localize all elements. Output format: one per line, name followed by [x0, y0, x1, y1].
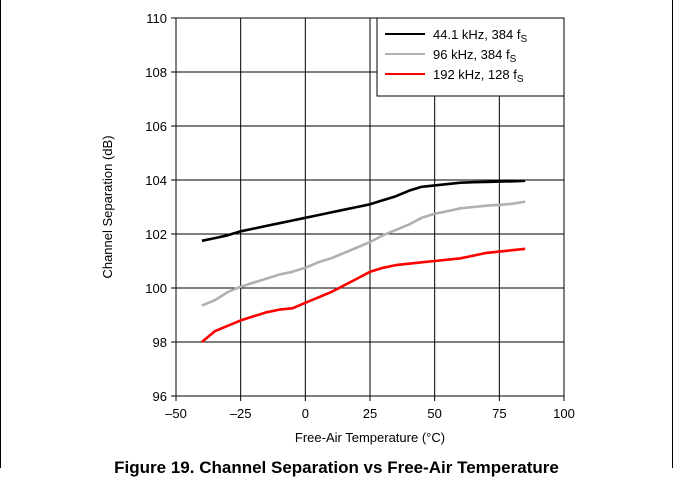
series-layer [201, 179, 526, 343]
y-tick-label: 108 [145, 65, 167, 80]
x-tick-label: 0 [302, 406, 309, 421]
legend-entry-label: 96 kHz, 384 fS [433, 47, 517, 65]
y-tick-label: 96 [153, 389, 167, 404]
x-tick-label: 100 [553, 406, 575, 421]
axis-ticks: –50 –25 0 25 50 75 100 96 98 100 102 104 106 108 110 [145, 11, 575, 421]
legend: 44.1 kHz, 384 fS 96 kHz, 384 fS 192 kHz, 1… [376, 17, 565, 97]
y-tick-label: 98 [153, 335, 167, 350]
y-axis-label: Channel Separation (dB) [100, 135, 115, 278]
x-tick-label: –25 [230, 406, 252, 421]
x-tick-label: 50 [427, 406, 441, 421]
y-tick-label: 110 [146, 11, 167, 26]
y-tick-label: 102 [145, 227, 167, 242]
x-tick-label: 25 [363, 406, 377, 421]
series-line-2 [201, 200, 526, 307]
figure-caption: Figure 19. Channel Separation vs Free-Ai… [114, 458, 559, 477]
legend-box [376, 17, 565, 97]
legend-entry-label: 44.1 kHz, 384 fS [433, 27, 527, 45]
page-frame-left [0, 0, 1, 468]
channel-separation-chart: –50 –25 0 25 50 75 100 96 98 100 102 104 106 108 110 F… [100, 11, 575, 445]
x-tick-label: 75 [492, 406, 506, 421]
y-tick-label: 106 [145, 119, 167, 134]
series-line-1 [201, 179, 526, 243]
grid [176, 18, 564, 396]
x-tick-label: –50 [165, 406, 187, 421]
y-tick-label: 104 [145, 173, 167, 188]
legend-entry-label: 192 kHz, 128 fS [433, 67, 524, 85]
series-line-3 [201, 247, 526, 343]
y-tick-label: 100 [145, 281, 167, 296]
x-axis-label: Free-Air Temperature (°C) [295, 430, 445, 445]
